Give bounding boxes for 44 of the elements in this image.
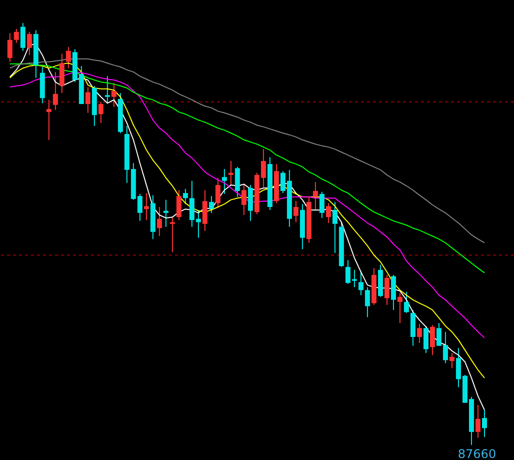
candlestick (59, 53, 64, 94)
text: 87660 (458, 447, 496, 460)
candlestick (156, 206, 162, 237)
candlestick (332, 201, 338, 254)
candlestick (170, 216, 175, 253)
candlestick (215, 177, 220, 208)
candlestick (14, 28, 19, 44)
candlestick (384, 274, 390, 306)
candlestick (319, 191, 324, 218)
candlestick (364, 286, 370, 318)
candlestick (7, 32, 12, 62)
candlestick (293, 200, 298, 223)
candlestick (26, 31, 32, 56)
candlestick (390, 274, 396, 310)
candlestick (202, 190, 208, 232)
candlestick (326, 202, 331, 224)
candlestick (111, 82, 116, 108)
candlestick (66, 46, 71, 69)
candlestick (416, 323, 422, 344)
candlestick (222, 168, 227, 194)
candlestick (475, 404, 480, 438)
candlestick (182, 188, 188, 205)
candlestick (358, 270, 364, 296)
candlestick (449, 352, 454, 369)
candlestick (144, 192, 149, 221)
candlestick (208, 196, 214, 214)
candlestick (482, 409, 487, 438)
candlestick (234, 166, 240, 198)
candlestick (423, 325, 428, 354)
candlestick (228, 160, 234, 186)
candlestick (98, 101, 104, 124)
candlestick (397, 292, 402, 324)
candlestick (404, 291, 409, 314)
candlestick (176, 190, 182, 221)
candlestick (430, 324, 435, 356)
candlestick (312, 182, 318, 210)
candlestick (241, 184, 246, 216)
candlestick (20, 22, 26, 52)
candlestick (163, 199, 168, 228)
candlestick (248, 184, 253, 222)
candlestick (52, 71, 58, 110)
candlestick (85, 86, 90, 114)
candlestick (104, 76, 110, 104)
candlestick (46, 99, 52, 140)
